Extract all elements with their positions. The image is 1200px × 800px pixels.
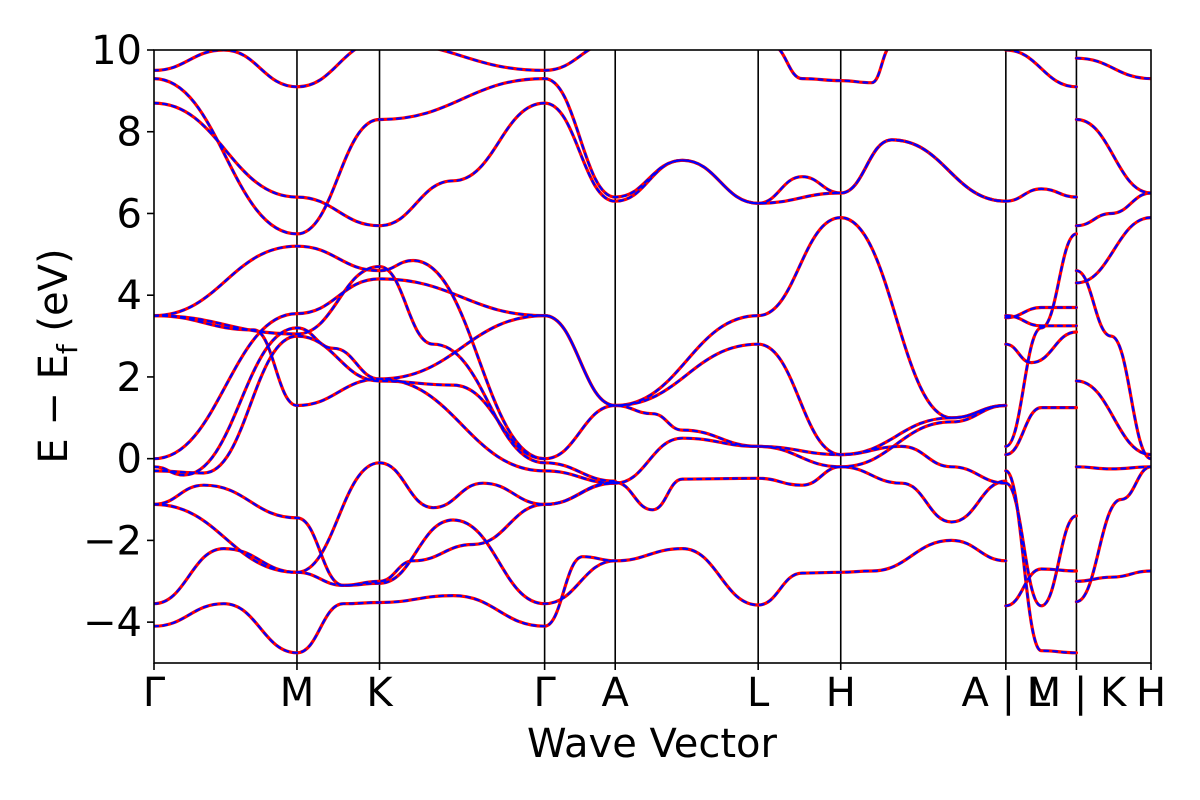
x-tick-label: K xyxy=(366,670,394,716)
bands xyxy=(154,50,1151,655)
y-tick-label: −4 xyxy=(83,600,142,646)
band-line-dashed xyxy=(1004,330,1078,364)
band-line-dashed xyxy=(1075,269,1151,460)
band-line-dashed xyxy=(1004,187,1078,203)
band-line-dashed xyxy=(1004,567,1078,607)
y-axis-title-main: E − E xyxy=(31,354,77,464)
band-line-dashed xyxy=(1075,216,1151,284)
x-tick-label: A | L xyxy=(962,670,1051,716)
y-axis-title-subscript: f xyxy=(51,343,84,354)
x-tick-label: L xyxy=(747,670,770,716)
x-tick-label: Γ xyxy=(533,670,556,716)
band-line-dashed xyxy=(154,216,1007,460)
x-tick-label: H xyxy=(1136,670,1166,716)
x-axis-title: Wave Vector xyxy=(527,721,778,767)
band-line-dashed xyxy=(1075,57,1151,80)
band-line-solid xyxy=(154,244,547,461)
y-tick-label: 8 xyxy=(117,110,142,156)
plot-background xyxy=(154,50,1151,663)
y-tick-label: 10 xyxy=(91,28,142,74)
band-line-dashed xyxy=(1004,232,1078,448)
band-line-dashed xyxy=(154,335,1007,475)
x-tick-label: A xyxy=(602,670,630,716)
x-tick-label: H xyxy=(826,670,856,716)
band-line-dashed xyxy=(1004,314,1078,327)
x-tick-label: M xyxy=(280,670,315,716)
y-axis-ticks: −4 −2 0 2 4 6 8 10 xyxy=(83,28,154,646)
band-line-dashed xyxy=(777,50,889,84)
band-line-dashed xyxy=(1075,465,1151,603)
band-line-dashed xyxy=(1075,191,1151,227)
x-tick-label: M | K xyxy=(1027,670,1128,716)
band-line-dashed xyxy=(154,539,1007,654)
band-line-dashed xyxy=(1004,406,1078,456)
band-line-dashed xyxy=(1004,306,1078,319)
band-line-dashed xyxy=(1004,469,1078,654)
y-tick-label: 6 xyxy=(117,191,142,237)
band-line-dashed xyxy=(1075,569,1151,583)
y-tick-label: 4 xyxy=(117,273,142,319)
band-line-dashed xyxy=(154,77,1007,235)
band-line-dashed xyxy=(154,518,617,605)
plot-frame xyxy=(153,49,1152,664)
y-axis-title: E − Ef (eV) xyxy=(31,248,84,463)
x-tick-label: Γ xyxy=(143,670,166,716)
band-line-dashed xyxy=(154,265,617,483)
band-line-dashed xyxy=(1004,50,1078,88)
y-tick-label: 2 xyxy=(117,355,142,401)
y-axis-title-unit: (eV) xyxy=(31,248,77,344)
y-tick-label: −2 xyxy=(83,518,142,564)
y-tick-label: 0 xyxy=(117,437,142,483)
band-line-dashed xyxy=(1075,118,1151,195)
band-line-dashed xyxy=(154,465,1007,587)
band-line-dashed xyxy=(1075,465,1151,470)
band-line-dashed xyxy=(1004,482,1078,607)
band-line-dashed xyxy=(1075,379,1151,456)
band-line-dashed xyxy=(154,437,1007,574)
